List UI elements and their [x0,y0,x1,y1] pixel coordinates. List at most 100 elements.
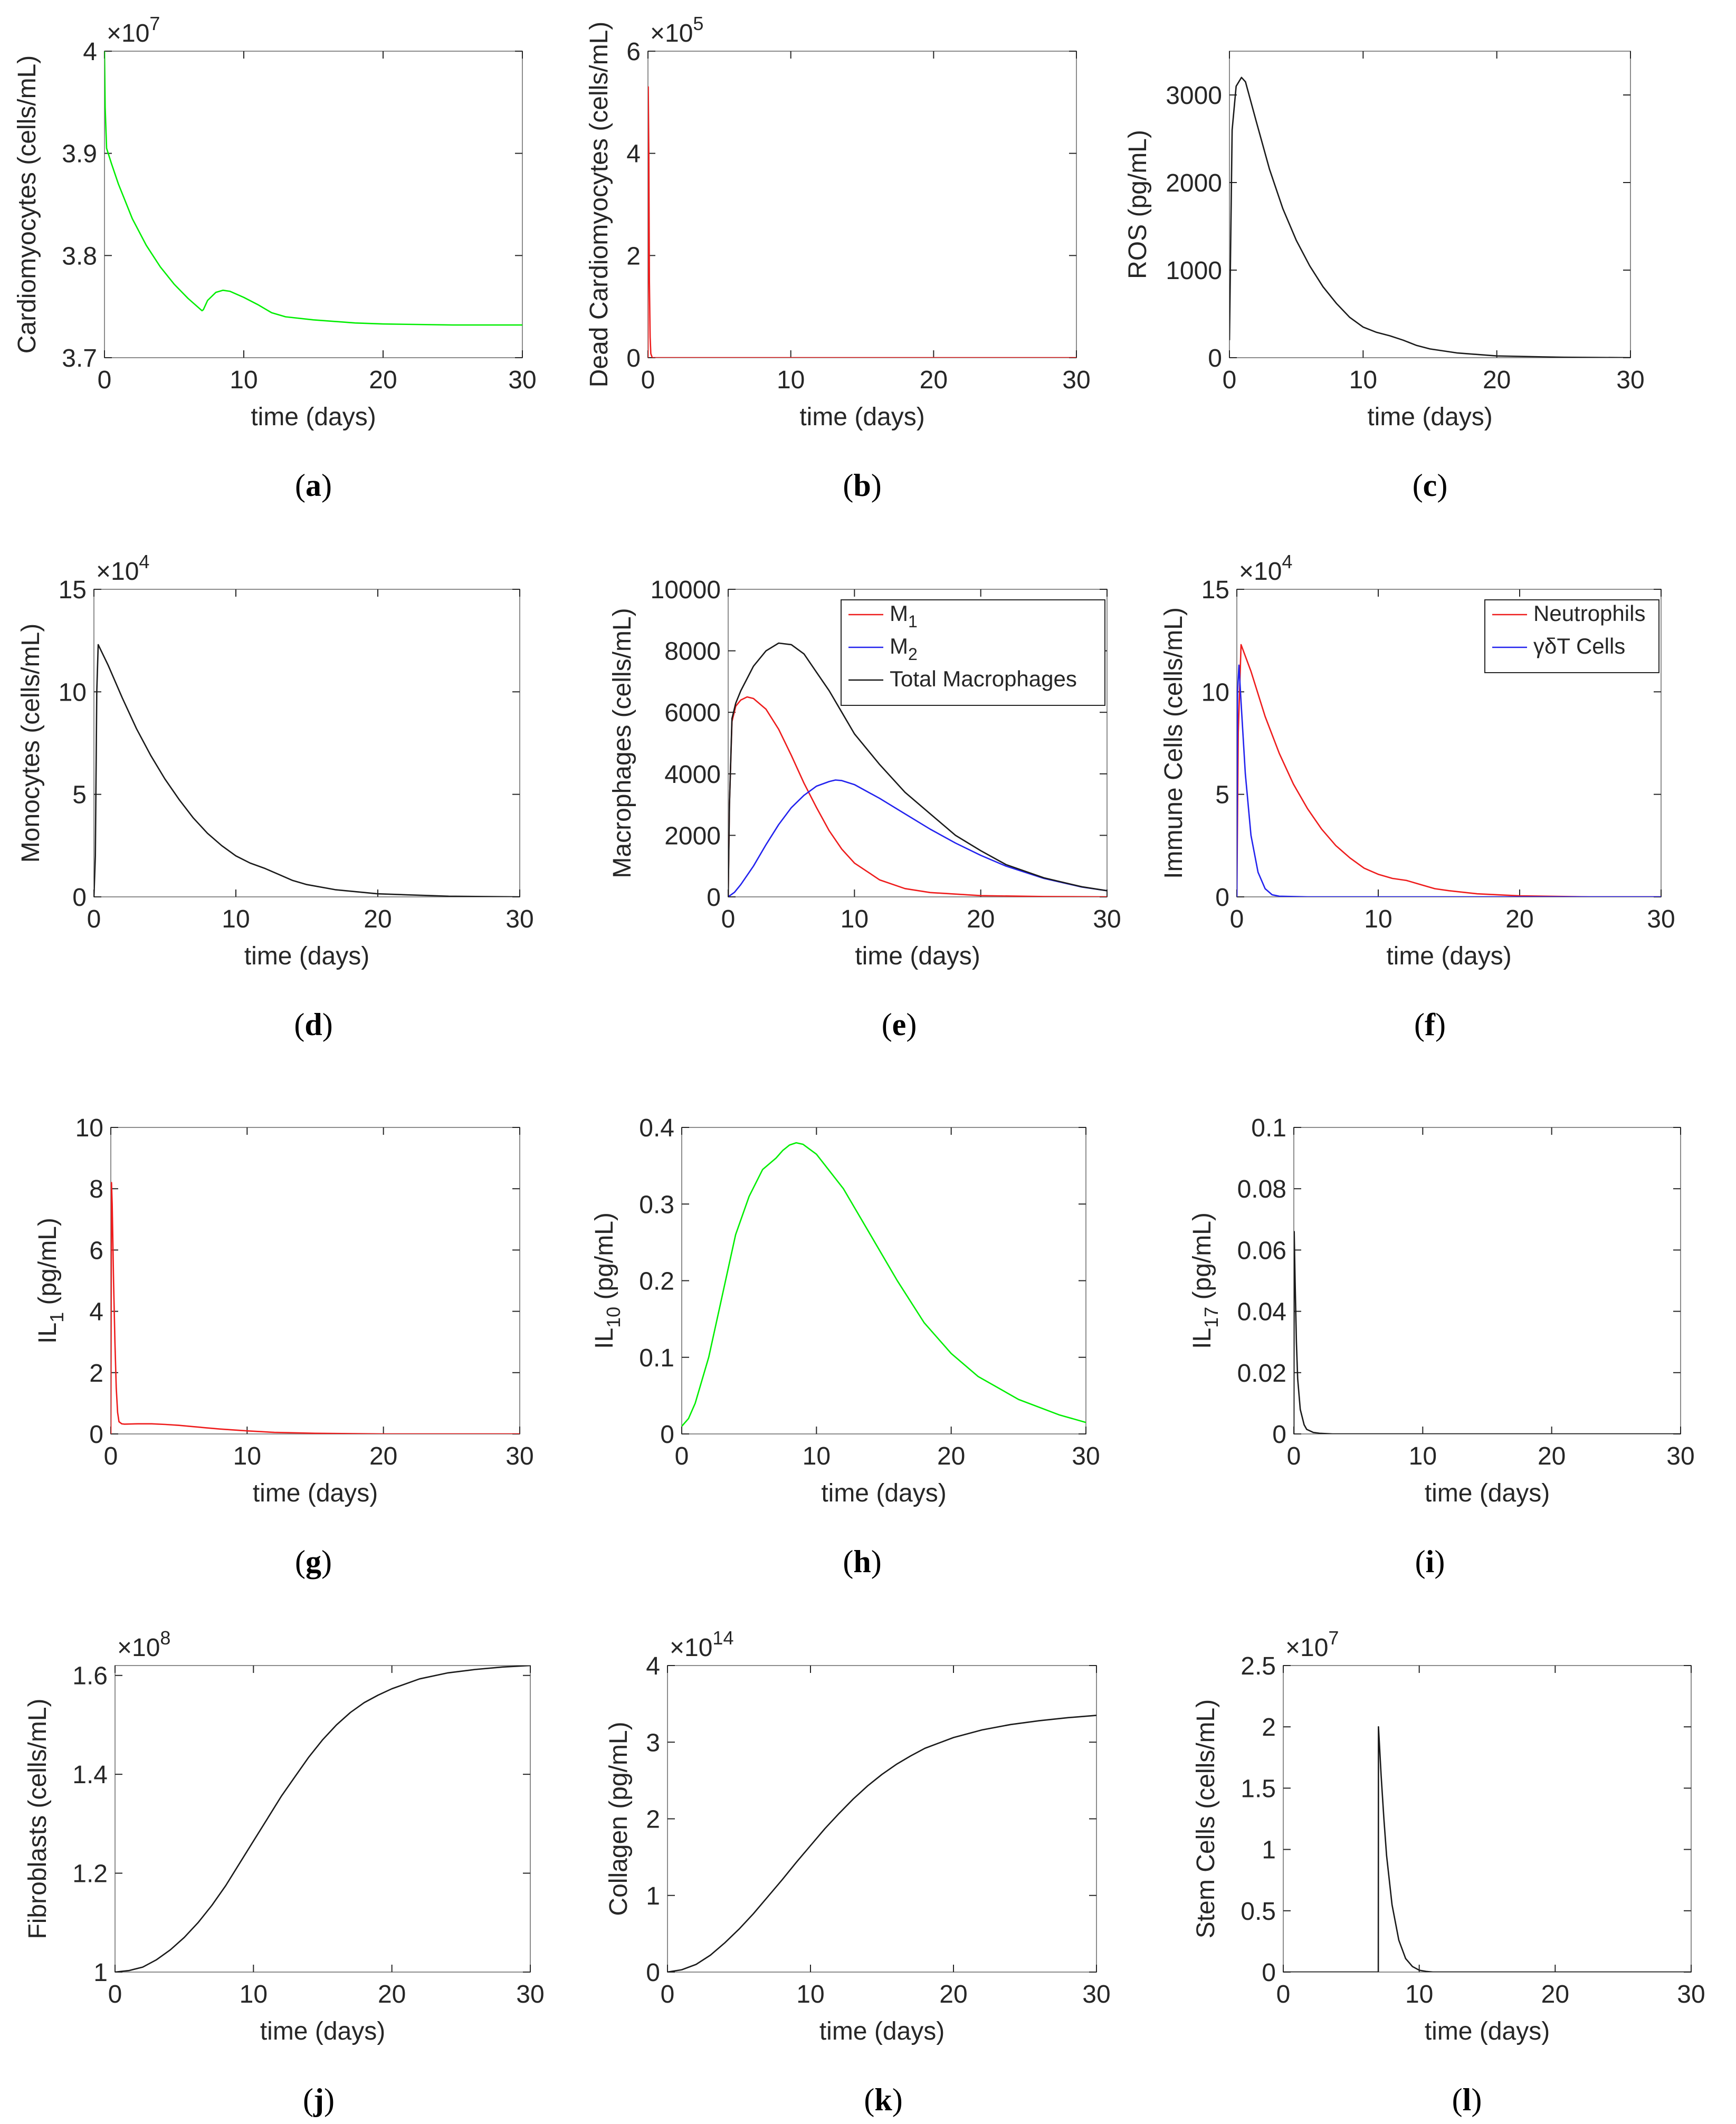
chart-panel-k: 0 10 20 30 0 1 2 3 4 ×1014 time (days) Collagen (pg… [605,1627,1111,2117]
panel-label-close: ) [1434,1544,1445,1579]
y-tick-label: 5 [72,781,87,809]
y-tick-label: 4 [626,140,641,168]
exponent-value: 5 [693,13,703,34]
x-tick-label: 20 [1505,905,1533,933]
x-tick-label: 0 [1223,366,1237,394]
y-tick-label: 0 [646,1959,660,1987]
legend-entry-name: Total Macrophages [890,666,1077,691]
y-tick-label: 6000 [664,699,721,727]
y-tick-label: 0.02 [1237,1360,1286,1388]
panel-label: (d) [294,1007,332,1042]
x-axis-label: time (days) [244,942,369,970]
legend-entry-name: Neutrophils [1533,601,1645,626]
y-tick-label: 0 [72,884,87,912]
y-tick-label: 10 [75,1114,103,1142]
plot-area [1229,51,1631,358]
y-axis-label: IL10 (pg/mL) [590,1212,624,1349]
y-tick-label: 5 [1215,781,1229,809]
panel-label-letter: c [1423,468,1437,503]
panel-label-open: ( [303,2082,313,2117]
legend-entry-name: M [890,601,908,626]
y-exponent-label: ×108 [117,1627,170,1662]
x-axis-label: time (days) [799,403,924,431]
panel-label-close: ) [1437,468,1447,503]
panel-label: (a) [295,468,332,503]
series-line-fibroblasts [115,1666,530,1972]
panel-label-close: ) [906,1007,917,1042]
panel-label: (i) [1415,1544,1445,1579]
panel-label-open: ( [295,1544,306,1579]
y-axis-label: Monocytes (cells/mL) [17,624,45,863]
x-tick-label: 10 [796,1981,824,2008]
series-line-cardiomyocytes [104,51,522,326]
chart-panel-e: 0 10 20 30 0 2000 4000 6000 8000 10000 time (days)… [608,576,1121,1042]
series-line-il1 [111,1182,520,1434]
x-tick-label: 0 [98,366,112,394]
x-tick-label: 20 [939,1981,967,2008]
y-axis-label-main: IL [34,1323,62,1344]
y-tick-label: 0.1 [639,1344,674,1372]
y-tick-label: 0 [660,1421,674,1449]
y-tick-label: 0 [1215,884,1229,912]
legend-entry: γδT Cells [1533,634,1625,658]
chart-panel-l: 0 10 20 30 0 0.5 1 1.5 2 2.5 ×107 time (days) Stem C… [1192,1627,1705,2117]
x-axis-label: time (days) [1425,2017,1550,2045]
y-axis-label: Cardiomyocytes (cells/mL) [13,55,41,353]
chart-panel-a: 0 10 20 30 3.7 3.8 3.9 4 ×107 time (days) Cardiomy… [13,13,537,503]
x-tick-label: 0 [104,1442,118,1470]
x-tick-label: 10 [803,1442,831,1470]
x-axis-label: time (days) [855,942,980,970]
x-tick-label: 30 [1093,905,1121,933]
x-tick-label: 0 [1276,1981,1291,2008]
legend-entry-sub: 2 [908,645,918,664]
y-tick-label: 2.5 [1241,1652,1276,1680]
panel-label: (b) [843,468,881,503]
y-tick-label: 4 [89,1298,103,1326]
series-line-stem-cells [1283,1726,1691,1972]
y-axis-label: Immune Cells (cells/mL) [1160,607,1188,879]
chart-panel-g: 0 10 20 30 0 2 4 6 8 10 time (days) IL1 (pg/mL) (g) [34,1114,534,1579]
panel-label-letter: a [306,468,321,503]
y-axis-label: Fibroblasts (cells/mL) [24,1698,52,1939]
chart-panel-f: 0 10 20 30 0 5 10 15 ×104 time (days) Immune Cells… [1160,551,1675,1042]
panel-label-letter: h [853,1544,871,1579]
y-tick-label: 4000 [664,761,721,789]
panel-label-close: ) [1471,2082,1482,2117]
exponent-value: 7 [1328,1627,1339,1649]
panel-label-open: ( [295,468,306,503]
y-tick-label: 1.6 [72,1662,108,1690]
x-tick-label: 20 [1541,1981,1569,2008]
y-axis-label: IL17 (pg/mL) [1188,1212,1222,1349]
panel-label-letter: k [874,2082,892,2117]
series-line-m [728,779,1107,897]
y-tick-label: 8 [89,1175,103,1203]
x-axis-label: time (days) [251,403,376,431]
x-tick-label: 30 [505,1442,533,1470]
series-line-neutrophils [1237,644,1661,897]
y-tick-label: 0.5 [1241,1898,1276,1926]
series-line-dead-cardiomyocytes [648,86,1076,358]
series-line-collagen [667,1715,1096,1972]
x-tick-label: 0 [1230,905,1244,933]
y-axis-label: Stem Cells (cells/mL) [1192,1699,1220,1938]
panel-label: (g) [295,1544,332,1579]
panel-label-open: ( [1413,468,1423,503]
x-tick-label: 10 [841,905,869,933]
y-axis-label-main: IL [590,1328,618,1349]
legend-box [841,599,1105,706]
x-tick-label: 10 [777,366,805,394]
y-tick-label: 2 [626,242,641,270]
x-tick-label: 30 [1616,366,1644,394]
y-tick-label: 2 [1262,1714,1276,1742]
y-tick-label: 0 [89,1421,103,1449]
x-tick-label: 10 [1364,905,1392,933]
panel-label: (j) [303,2082,335,2117]
y-exponent-label: ×107 [1285,1627,1339,1662]
panel-label-close: ) [324,2082,335,2117]
y-tick-label: 1 [646,1882,660,1910]
legend-entry: M1 [890,601,918,631]
series-line--t-cells [1237,664,1661,897]
